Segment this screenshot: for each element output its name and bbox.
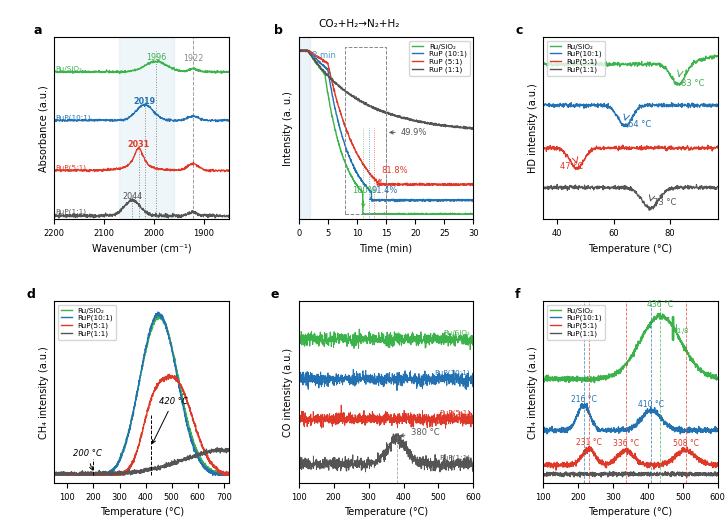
Text: 83 °C: 83 °C	[682, 79, 705, 88]
X-axis label: Temperature (°C): Temperature (°C)	[589, 508, 673, 518]
Text: 336 °C: 336 °C	[613, 440, 639, 449]
Y-axis label: CH₄ intensity (a.u.): CH₄ intensity (a.u.)	[39, 346, 49, 439]
Text: 2044: 2044	[122, 192, 142, 201]
X-axis label: Wavenumber (cm⁻¹): Wavenumber (cm⁻¹)	[92, 244, 191, 253]
Text: 91.4%: 91.4%	[370, 186, 398, 200]
Y-axis label: Intensity (a. u.): Intensity (a. u.)	[283, 91, 293, 166]
Text: 81.8%: 81.8%	[378, 166, 408, 182]
Y-axis label: CH₄ intensity (a.u.): CH₄ intensity (a.u.)	[528, 346, 538, 439]
Text: 216 °C: 216 °C	[571, 395, 597, 404]
Text: 73 °C: 73 °C	[653, 198, 676, 207]
Text: e: e	[271, 287, 279, 301]
X-axis label: Time (min): Time (min)	[360, 244, 413, 253]
Text: 8 min: 8 min	[312, 52, 336, 61]
Legend: Ru/SiO₂, RuP(10:1), RuP(5:1), RuP(1:1): Ru/SiO₂, RuP(10:1), RuP(5:1), RuP(1:1)	[547, 305, 605, 339]
Bar	[345, 47, 386, 215]
Text: Ru/SiO₂: Ru/SiO₂	[55, 66, 82, 72]
Legend: Ru/SiO₂, RuP(10:1), RuP(5:1), RuP(1:1): Ru/SiO₂, RuP(10:1), RuP(5:1), RuP(1:1)	[58, 305, 116, 339]
Bar	[119, 37, 174, 219]
Text: 2031: 2031	[128, 140, 150, 149]
Text: b: b	[274, 23, 283, 37]
Text: 2019: 2019	[133, 97, 156, 106]
Text: d: d	[26, 287, 36, 301]
Text: RuP(10:1): RuP(10:1)	[434, 369, 470, 376]
Text: 47 °C: 47 °C	[560, 161, 584, 170]
Text: c: c	[515, 23, 523, 37]
Text: RuP(10:1): RuP(10:1)	[55, 114, 91, 121]
Text: 1996: 1996	[146, 53, 166, 62]
Text: RuP(5:1): RuP(5:1)	[55, 165, 86, 171]
Text: 100%: 100%	[352, 186, 376, 207]
Y-axis label: HD intensity (a.u.): HD intensity (a.u.)	[528, 83, 538, 173]
Legend: Ru/SiO₂, RuP(10:1), RuP(5:1), RuP(1:1): Ru/SiO₂, RuP(10:1), RuP(5:1), RuP(1:1)	[547, 41, 605, 75]
X-axis label: Temperature (°C): Temperature (°C)	[589, 244, 673, 253]
Text: 200 °C: 200 °C	[72, 449, 102, 470]
Text: a: a	[33, 23, 42, 37]
Text: 231 °C: 231 °C	[576, 438, 602, 447]
Bar	[299, 37, 310, 219]
Text: 508 °C: 508 °C	[673, 440, 699, 449]
Text: 380 °C: 380 °C	[400, 427, 439, 437]
Text: 1922: 1922	[183, 54, 203, 63]
Y-axis label: CO intensity (a.u.): CO intensity (a.u.)	[283, 348, 293, 436]
Text: Ru/SiO₂: Ru/SiO₂	[443, 330, 470, 336]
Text: I$_{1/8}$: I$_{1/8}$	[674, 323, 689, 338]
Text: 64 °C: 64 °C	[628, 121, 651, 130]
X-axis label: Temperature (°C): Temperature (°C)	[344, 508, 428, 518]
Text: RuP(1:1): RuP(1:1)	[439, 454, 470, 461]
Text: 49.9%: 49.9%	[390, 128, 427, 137]
X-axis label: Temperature (°C): Temperature (°C)	[99, 508, 183, 518]
Text: 436 °C: 436 °C	[647, 301, 674, 310]
Text: RuP(1:1): RuP(1:1)	[55, 209, 86, 216]
Text: 420 °C: 420 °C	[152, 397, 188, 443]
Text: f: f	[515, 287, 521, 301]
Legend: Ru/SiO₂, RuP (10:1), RuP (5:1), RuP (1:1): Ru/SiO₂, RuP (10:1), RuP (5:1), RuP (1:1…	[410, 41, 470, 75]
Text: RuP(5:1): RuP(5:1)	[439, 409, 470, 416]
Text: CO₂+H₂→N₂+H₂: CO₂+H₂→N₂+H₂	[318, 19, 399, 29]
Text: 410 °C: 410 °C	[639, 400, 664, 409]
Y-axis label: Absorbance (a.u.): Absorbance (a.u.)	[39, 85, 49, 172]
